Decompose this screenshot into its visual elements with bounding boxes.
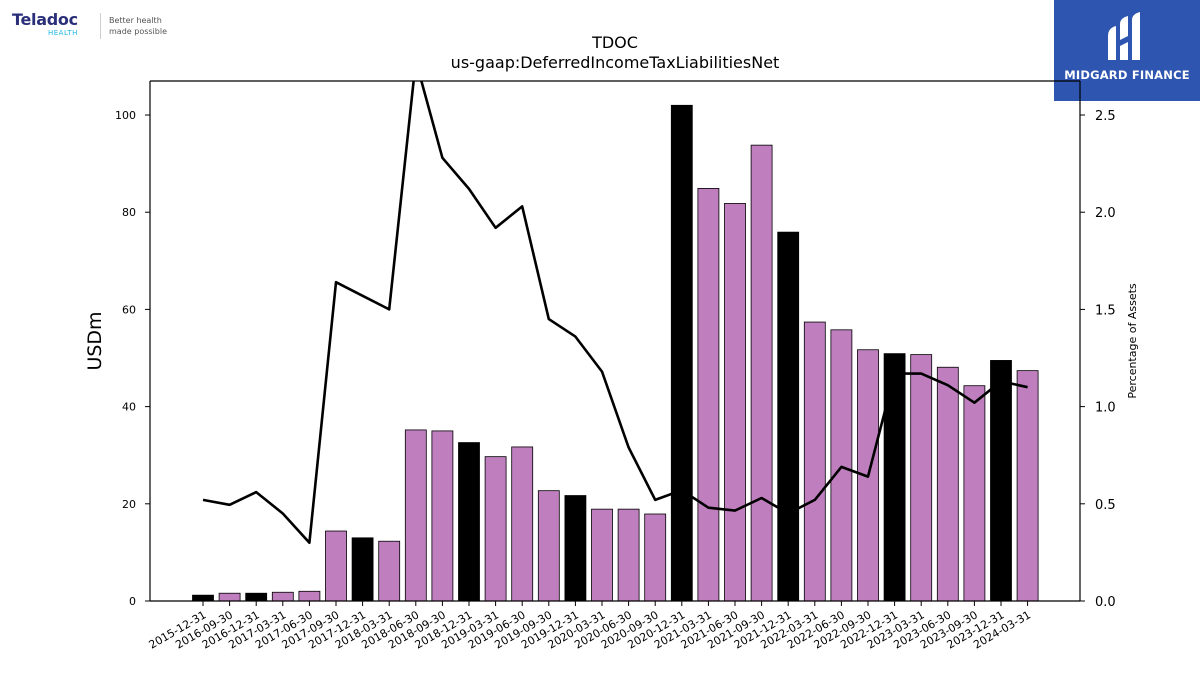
midgard-mark-icon: [1108, 12, 1140, 60]
bar-2023-12-31: [990, 360, 1012, 602]
midgard-finance-badge: MIDGARD FINANCE: [1054, 0, 1200, 101]
bar-2021-09-30: [750, 144, 773, 602]
bar-2019-12-31: [564, 495, 587, 602]
teladoc-sub: HEALTH: [48, 29, 78, 37]
bar-2022-12-31: [883, 353, 906, 602]
teladoc-tagline: Better health made possible: [109, 15, 189, 37]
teladoc-wordmark: Teladoc: [12, 10, 78, 29]
bar-2018-03-31: [378, 540, 401, 602]
bar-2019-06-30: [511, 446, 534, 602]
bar-2023-03-31: [910, 354, 933, 602]
bar-2019-09-30: [537, 490, 560, 602]
bar-2020-12-31: [670, 104, 693, 602]
logo-divider: [100, 13, 101, 39]
bar-2017-06-30: [298, 590, 321, 602]
plot-area: 0204060801000.00.51.01.52.02.52015-12-31…: [115, 80, 1116, 652]
bar-2021-03-31: [697, 188, 720, 602]
bar-2020-06-30: [617, 508, 640, 602]
bar-2015-12-31: [192, 594, 214, 602]
bar-2022-06-30: [830, 329, 853, 602]
bar-2020-03-31: [591, 508, 613, 602]
tagline-line-1: Better health: [109, 16, 162, 25]
bar-2016-12-31: [245, 592, 268, 602]
bar-2018-09-30: [431, 430, 454, 602]
bar-2021-12-31: [777, 231, 800, 602]
bar-2018-06-30: [404, 429, 427, 602]
y2-tick-label-2.0: 2.0: [1095, 206, 1116, 221]
y-tick-label-20: 20: [122, 498, 136, 511]
bar-2017-03-31: [271, 591, 294, 602]
bar-2024-03-31: [1016, 370, 1039, 602]
bar-2018-12-31: [458, 442, 480, 602]
bar-2021-06-30: [724, 203, 746, 602]
bar-2023-06-30: [936, 366, 959, 602]
y-tick-label-60: 60: [122, 303, 136, 316]
bar-2022-03-31: [803, 321, 826, 602]
bar-2017-09-30: [325, 530, 347, 602]
y2-tick-label-0.5: 0.5: [1095, 498, 1116, 513]
bar-2023-09-30: [963, 385, 986, 602]
y-tick-label-40: 40: [122, 401, 136, 414]
pct-of-assets-line: [202, 81, 1028, 545]
bar-2017-12-31: [351, 537, 374, 602]
chart-title: TDOC: [591, 33, 638, 52]
y2-axis-label: Percentage of Assets: [1126, 283, 1139, 399]
y2-tick-label-2.5: 2.5: [1095, 109, 1116, 124]
y-tick-label-0: 0: [129, 595, 136, 608]
midgard-finance-name: MIDGARD FINANCE: [1064, 68, 1190, 82]
y-tick-label-80: 80: [122, 206, 136, 219]
tagline-line-2: made possible: [109, 27, 167, 36]
bar-2020-09-30: [644, 513, 667, 602]
y-tick-label-100: 100: [115, 109, 136, 122]
bar-2016-09-30: [218, 592, 241, 602]
y-axis-label: USDm: [84, 311, 106, 370]
y2-tick-label-1.5: 1.5: [1095, 303, 1116, 318]
teladoc-logo: Teladoc HEALTH Better health made possib…: [12, 10, 182, 44]
y2-tick-label-0.0: 0.0: [1095, 595, 1116, 610]
bar-2019-03-31: [484, 456, 507, 602]
chart-subtitle: us-gaap:DeferredIncomeTaxLiabilitiesNet: [451, 53, 780, 72]
y2-tick-label-1.0: 1.0: [1095, 401, 1116, 416]
